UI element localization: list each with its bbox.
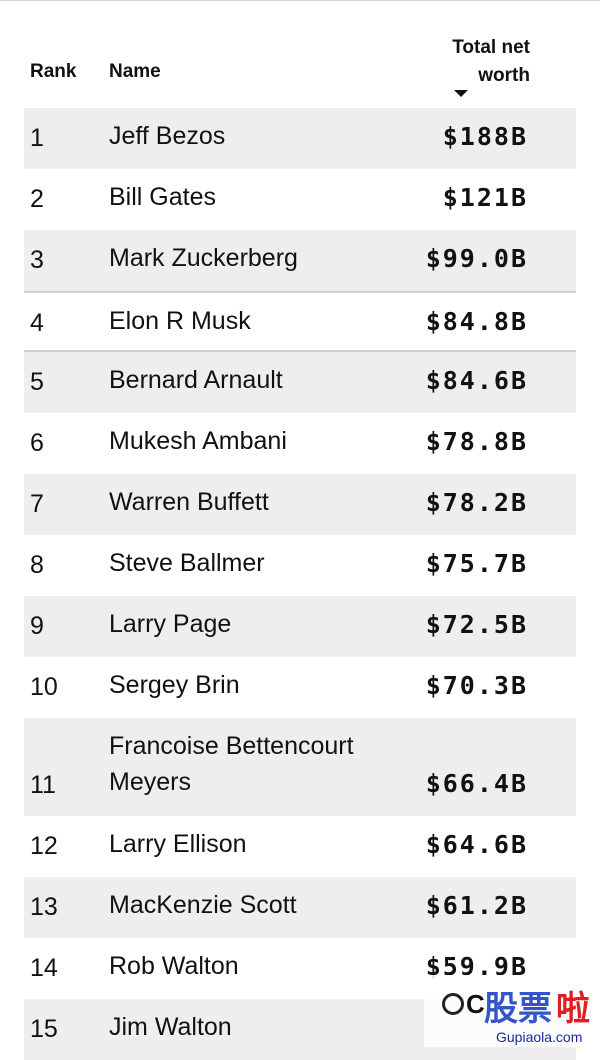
net-worth-cell: $78.2B: [425, 488, 528, 517]
rank-cell: 15: [30, 1015, 58, 1043]
top-divider: [0, 0, 600, 1]
net-worth-header-line1: Total net: [452, 37, 530, 58]
watermark-logo-part1: 股票: [484, 989, 552, 1029]
table-row[interactable]: 8 Steve Ballmer $75.7B: [24, 535, 576, 596]
table-row[interactable]: 7 Warren Buffett $78.2B: [24, 474, 576, 535]
table-row[interactable]: 14 Rob Walton $59.9B: [24, 938, 576, 999]
rank-cell: 6: [30, 429, 44, 457]
table-row[interactable]: 3 Mark Zuckerberg $99.0B: [24, 230, 576, 291]
name-cell: MacKenzie Scott: [109, 891, 297, 919]
name-cell: Elon R Musk: [109, 307, 251, 335]
table-header: Rank Name Total net worth: [24, 0, 576, 108]
net-worth-cell: $70.3B: [425, 671, 528, 700]
watermark-url: Gupiaola.com: [496, 1029, 583, 1045]
rank-cell: 1: [30, 124, 44, 152]
rank-column-header[interactable]: Rank: [30, 61, 77, 82]
net-worth-cell: $188B: [442, 122, 528, 151]
name-cell: Mark Zuckerberg: [109, 244, 298, 272]
rank-cell: 13: [30, 893, 58, 921]
name-cell: Warren Buffett: [109, 488, 269, 516]
sort-descending-icon[interactable]: [454, 90, 468, 97]
rank-cell: 4: [30, 309, 44, 337]
name-cell: Larry Page: [109, 610, 232, 638]
table-row[interactable]: 6 Mukesh Ambani $78.8B: [24, 413, 576, 474]
table-row[interactable]: 11 Francoise Bettencourt Meyers $66.4B: [24, 718, 576, 816]
net-worth-cell: $99.0B: [425, 244, 528, 273]
name-cell: Jeff Bezos: [109, 122, 226, 150]
name-cell: Mukesh Ambani: [109, 427, 287, 455]
name-cell: Francoise Bettencourt Meyers: [109, 732, 354, 796]
net-worth-cell: $72.5B: [425, 610, 528, 639]
net-worth-cell: $75.7B: [425, 549, 528, 578]
rank-cell: 9: [30, 612, 44, 640]
table-body: 1 Jeff Bezos $188B 2 Bill Gates $121B 3 Mark Zu…: [24, 108, 576, 1060]
name-cell: Bernard Arnault: [109, 366, 283, 394]
billionaires-table: Rank Name Total net worth 1 Jeff Bezos $18…: [24, 0, 576, 1060]
net-worth-cell: $66.4B: [425, 769, 528, 798]
table-row[interactable]: 4 Elon R Musk $84.8B: [24, 291, 576, 352]
rank-cell: 2: [30, 185, 44, 213]
name-cell: Jim Walton: [109, 1013, 232, 1041]
rank-cell: 7: [30, 490, 44, 518]
net-worth-cell: $61.2B: [425, 891, 528, 920]
net-worth-cell: $84.8B: [425, 307, 528, 336]
net-worth-cell: $84.6B: [425, 366, 528, 395]
rank-cell: 3: [30, 246, 44, 274]
table-row[interactable]: 10 Sergey Brin $70.3B: [24, 657, 576, 718]
table-row[interactable]: 1 Jeff Bezos $188B: [24, 108, 576, 169]
net-worth-header-line2: worth: [478, 65, 530, 86]
rank-cell: 11: [30, 771, 56, 799]
net-worth-column-header[interactable]: Total net worth: [420, 34, 530, 90]
rank-cell: 10: [30, 673, 58, 701]
table-row[interactable]: 13 MacKenzie Scott $61.2B: [24, 877, 576, 938]
net-worth-cell: $121B: [442, 183, 528, 212]
watermark-letter: C: [466, 989, 485, 1019]
table-row[interactable]: 12 Larry Ellison $64.6B: [24, 816, 576, 877]
watermark: C 股票 啦 Gupiaola.com: [424, 975, 600, 1047]
name-cell: Bill Gates: [109, 183, 216, 211]
name-column-header[interactable]: Name: [109, 61, 161, 82]
net-worth-cell: $64.6B: [425, 830, 528, 859]
table-row[interactable]: 5 Bernard Arnault $84.6B: [24, 352, 576, 413]
name-cell: Rob Walton: [109, 952, 239, 980]
net-worth-cell: $78.8B: [425, 427, 528, 456]
name-cell: Larry Ellison: [109, 830, 247, 858]
table-row[interactable]: 2 Bill Gates $121B: [24, 169, 576, 230]
rank-cell: 12: [30, 832, 58, 860]
name-cell: Steve Ballmer: [109, 549, 265, 577]
rank-cell: 8: [30, 551, 44, 579]
name-cell: Sergey Brin: [109, 671, 240, 699]
table-row[interactable]: 9 Larry Page $72.5B: [24, 596, 576, 657]
rank-cell: 14: [30, 954, 58, 982]
link-icon: [442, 993, 464, 1015]
rank-cell: 5: [30, 368, 44, 396]
watermark-logo-part2: 啦: [556, 989, 590, 1029]
